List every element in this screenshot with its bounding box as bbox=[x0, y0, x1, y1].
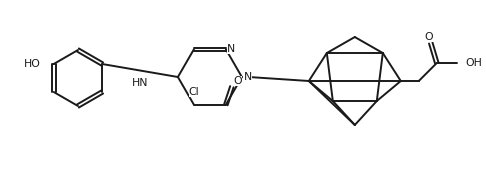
Text: HN: HN bbox=[132, 78, 148, 88]
Text: O: O bbox=[234, 76, 243, 86]
Text: O: O bbox=[424, 32, 433, 42]
Text: Cl: Cl bbox=[189, 87, 199, 97]
Text: N: N bbox=[244, 72, 252, 82]
Text: N: N bbox=[227, 44, 235, 54]
Text: OH: OH bbox=[466, 58, 483, 68]
Text: HO: HO bbox=[24, 59, 41, 69]
